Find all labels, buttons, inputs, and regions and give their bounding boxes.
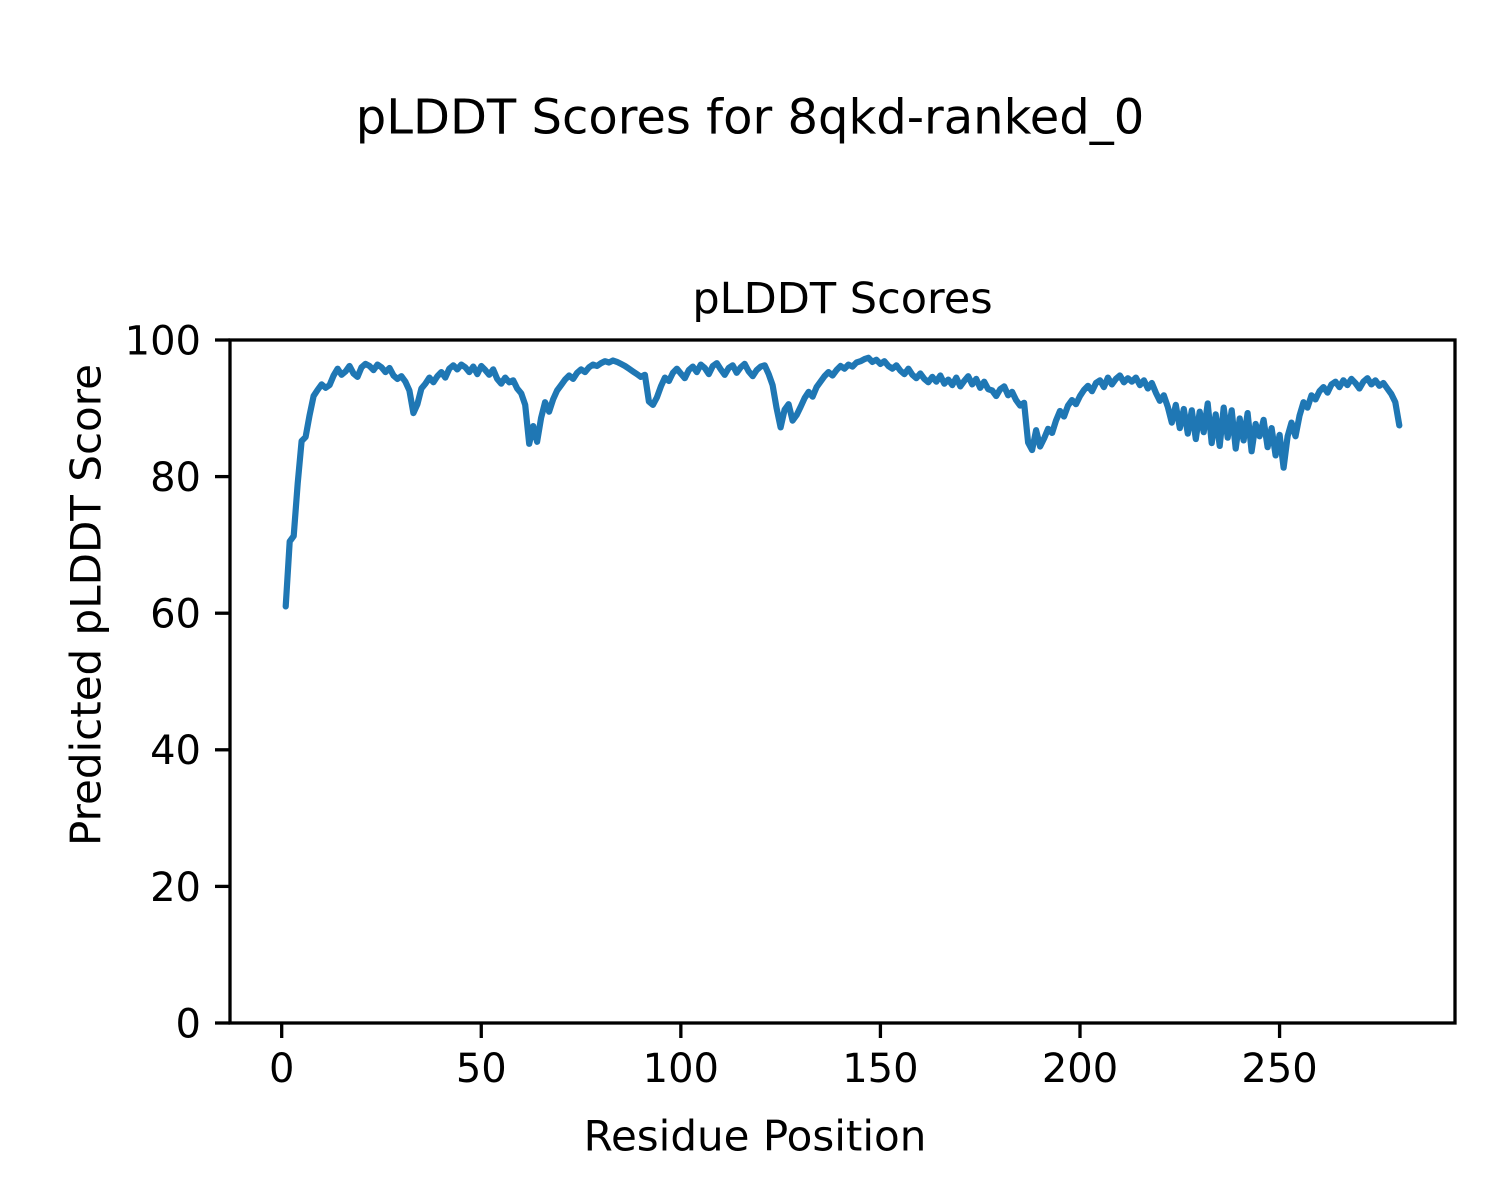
x-tick-label: 50 bbox=[456, 1046, 507, 1092]
x-tick-label: 0 bbox=[269, 1046, 294, 1092]
plddt-line bbox=[282, 354, 1403, 610]
x-tick-label: 200 bbox=[1042, 1046, 1118, 1092]
y-tick-label: 60 bbox=[150, 592, 201, 638]
figure-title: pLDDT Scores for 8qkd-ranked_0 bbox=[355, 89, 1145, 146]
axes-border bbox=[228, 338, 1457, 1025]
x-tick-label: 250 bbox=[1241, 1046, 1317, 1092]
y-tick-label: 0 bbox=[176, 1001, 201, 1047]
y-tick-label: 40 bbox=[150, 728, 201, 774]
axes-title: pLDDT Scores bbox=[692, 274, 993, 324]
y-tick-label: 20 bbox=[150, 865, 201, 911]
x-axis-label: Residue Position bbox=[583, 1111, 927, 1161]
y-tick-label: 80 bbox=[150, 455, 201, 501]
y-tick-label: 100 bbox=[125, 318, 201, 364]
x-tick-label: 150 bbox=[842, 1046, 918, 1092]
x-tick-label: 100 bbox=[643, 1046, 719, 1092]
